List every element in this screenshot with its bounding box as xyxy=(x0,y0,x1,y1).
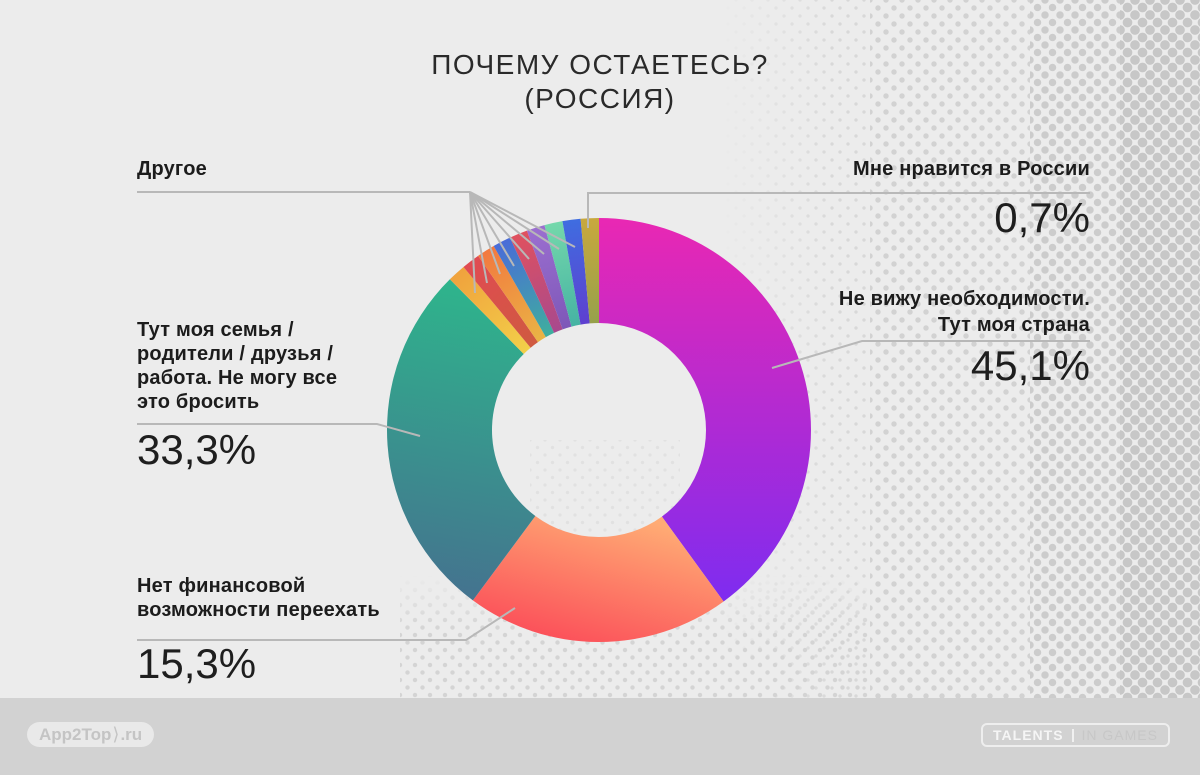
talents-in-games-logo: TALENTS IN GAMES xyxy=(981,723,1170,747)
donut-slice-coral xyxy=(509,230,563,333)
callout-family-line1: Тут моя семья / xyxy=(137,319,294,341)
footer-bar: App2Top ⟩ .ru TALENTS IN GAMES xyxy=(0,698,1200,775)
leader-line xyxy=(469,191,515,267)
callout-no-need-line1: Не вижу необходимости. xyxy=(838,288,1090,310)
callout-no-need-label: Не вижу необходимости. Тут моя страна xyxy=(839,286,1090,338)
leader-line xyxy=(137,423,421,437)
callout-like-russia-value: 0,7% xyxy=(994,194,1090,241)
callout-family-value: 33,3% xyxy=(137,426,257,473)
leader-line xyxy=(469,191,488,284)
callout-no-money-line1: Нет финансовой xyxy=(137,575,306,597)
donut-slice-gold xyxy=(449,266,531,354)
callout-family-line2: родители / друзья / xyxy=(137,343,334,365)
donut-slice-olive xyxy=(580,218,599,324)
callout-no-money-value: 15,3% xyxy=(137,640,257,687)
leader-line xyxy=(469,191,476,294)
callout-no-need-value: 45,1% xyxy=(970,342,1090,389)
logo-divider xyxy=(1071,728,1074,742)
callout-other-label: Другое xyxy=(137,158,207,180)
donut-slice-blue-teal xyxy=(493,237,555,338)
callout-like-russia-label: Мне нравится в России xyxy=(853,158,1090,180)
leader-line xyxy=(469,191,530,260)
donut-slice-teal xyxy=(387,279,536,601)
talents-logo-part2: IN GAMES xyxy=(1081,727,1158,743)
leader-line xyxy=(469,191,501,275)
page-title: ПОЧЕМУ ОСТАЕТЕСЬ? (РОССИЯ) xyxy=(0,48,1200,116)
donut-slice-blue xyxy=(562,218,590,325)
donut-slice-violet xyxy=(526,225,572,330)
app2top-logo-suffix: .ru xyxy=(120,724,143,744)
title-line2: (РОССИЯ) xyxy=(524,83,676,114)
callout-family-label: Тут моя семья / родители / друзья / рабо… xyxy=(137,318,337,414)
leader-line xyxy=(469,191,545,255)
app2top-logo: App2Top ⟩ .ru xyxy=(27,722,155,747)
title-line1: ПОЧЕМУ ОСТАЕТЕСЬ? xyxy=(431,49,769,80)
chevron-right-icon: ⟩ xyxy=(112,724,120,744)
donut-slice-tangerine xyxy=(478,246,546,343)
leader-line xyxy=(469,191,560,250)
infographic-canvas: ПОЧЕМУ ОСТАЕТЕСЬ? (РОССИЯ) Другое Мне нр… xyxy=(0,0,1200,698)
callout-no-money-label: Нет финансовой возможности переехать xyxy=(137,574,380,622)
donut-slice-red xyxy=(463,255,538,348)
donut-slice-mint xyxy=(544,221,581,327)
talents-logo-part1: TALENTS xyxy=(993,727,1064,743)
callout-no-need-line2: Тут моя страна xyxy=(937,314,1090,336)
callout-family-line3: работа. Не могу все xyxy=(137,367,338,389)
leader-line xyxy=(469,191,576,248)
app2top-logo-name: App2Top xyxy=(39,724,112,744)
callout-no-money-line2: возможности переехать xyxy=(137,599,380,621)
callout-family-line4: это бросить xyxy=(137,391,260,413)
